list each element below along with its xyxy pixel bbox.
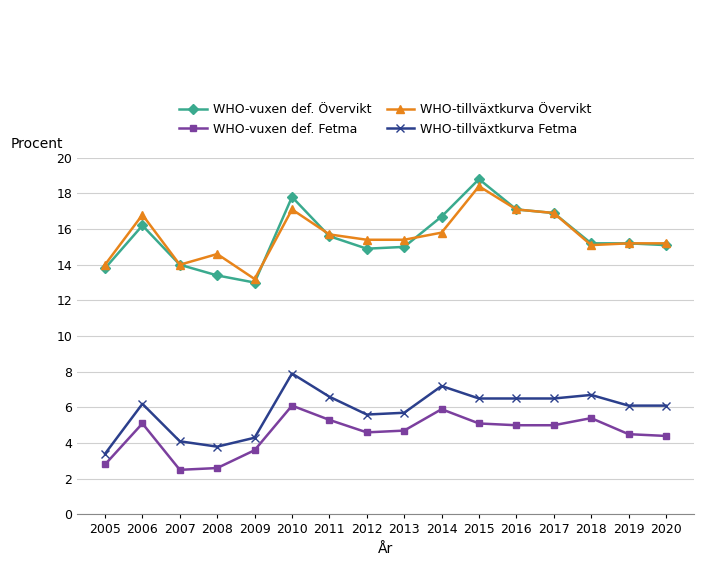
WHO-vuxen def. Övervikt	[101, 265, 109, 272]
WHO-vuxen def. Övervikt	[475, 176, 484, 183]
WHO-tillväxtkurva Övervikt	[661, 240, 670, 247]
WHO-vuxen def. Fetma	[437, 406, 446, 413]
Line: WHO-tillväxtkurva Övervikt: WHO-tillväxtkurva Övervikt	[101, 182, 670, 283]
WHO-tillväxtkurva Övervikt	[587, 242, 596, 248]
WHO-tillväxtkurva Fetma	[437, 383, 446, 389]
WHO-vuxen def. Fetma	[325, 416, 334, 423]
WHO-tillväxtkurva Övervikt	[325, 231, 334, 238]
WHO-tillväxtkurva Övervikt	[176, 262, 184, 268]
WHO-tillväxtkurva Fetma	[661, 402, 670, 409]
WHO-tillväxtkurva Fetma	[362, 411, 371, 418]
WHO-tillväxtkurva Fetma	[250, 435, 259, 441]
WHO-vuxen def. Övervikt	[176, 262, 184, 268]
WHO-vuxen def. Fetma	[213, 465, 221, 472]
WHO-vuxen def. Fetma	[250, 447, 259, 453]
WHO-vuxen def. Fetma	[549, 422, 558, 429]
WHO-vuxen def. Fetma	[625, 431, 633, 437]
WHO-vuxen def. Övervikt	[325, 233, 334, 240]
WHO-tillväxtkurva Övervikt	[288, 206, 296, 213]
Line: WHO-vuxen def. Fetma: WHO-vuxen def. Fetma	[101, 402, 669, 473]
WHO-vuxen def. Övervikt	[250, 279, 259, 286]
WHO-vuxen def. Fetma	[661, 432, 670, 439]
WHO-vuxen def. Övervikt	[661, 242, 670, 248]
Y-axis label: Procent: Procent	[11, 136, 63, 151]
WHO-tillväxtkurva Övervikt	[549, 210, 558, 216]
WHO-tillväxtkurva Övervikt	[362, 236, 371, 243]
WHO-vuxen def. Övervikt	[362, 246, 371, 252]
WHO-vuxen def. Övervikt	[512, 206, 520, 213]
WHO-vuxen def. Fetma	[362, 429, 371, 436]
WHO-tillväxtkurva Övervikt	[400, 236, 408, 243]
WHO-tillväxtkurva Fetma	[587, 392, 596, 399]
WHO-vuxen def. Övervikt	[549, 210, 558, 216]
WHO-vuxen def. Övervikt	[288, 194, 296, 200]
X-axis label: År: År	[378, 542, 393, 556]
WHO-vuxen def. Övervikt	[138, 222, 147, 229]
WHO-tillväxtkurva Övervikt	[512, 206, 520, 213]
Legend: WHO-vuxen def. Övervikt, WHO-vuxen def. Fetma, WHO-tillväxtkurva Övervikt, WHO-t: WHO-vuxen def. Övervikt, WHO-vuxen def. …	[179, 103, 592, 135]
WHO-tillväxtkurva Fetma	[176, 438, 184, 445]
WHO-tillväxtkurva Övervikt	[138, 211, 147, 218]
WHO-vuxen def. Fetma	[138, 420, 147, 427]
WHO-tillväxtkurva Övervikt	[101, 262, 109, 268]
WHO-vuxen def. Fetma	[288, 402, 296, 409]
WHO-tillväxtkurva Fetma	[288, 370, 296, 377]
WHO-tillväxtkurva Fetma	[549, 395, 558, 402]
WHO-tillväxtkurva Fetma	[138, 400, 147, 407]
WHO-vuxen def. Övervikt	[587, 240, 596, 247]
WHO-vuxen def. Övervikt	[213, 272, 221, 279]
WHO-tillväxtkurva Fetma	[213, 443, 221, 450]
Line: WHO-vuxen def. Övervikt: WHO-vuxen def. Övervikt	[101, 176, 669, 286]
WHO-tillväxtkurva Övervikt	[213, 251, 221, 258]
WHO-vuxen def. Övervikt	[625, 240, 633, 247]
WHO-vuxen def. Fetma	[400, 427, 408, 434]
WHO-vuxen def. Övervikt	[437, 213, 446, 220]
WHO-vuxen def. Fetma	[176, 467, 184, 473]
WHO-vuxen def. Fetma	[475, 420, 484, 427]
WHO-tillväxtkurva Fetma	[625, 402, 633, 409]
WHO-tillväxtkurva Fetma	[325, 393, 334, 400]
WHO-tillväxtkurva Övervikt	[625, 240, 633, 247]
WHO-tillväxtkurva Fetma	[400, 409, 408, 416]
WHO-tillväxtkurva Övervikt	[250, 276, 259, 283]
WHO-tillväxtkurva Fetma	[512, 395, 520, 402]
Line: WHO-tillväxtkurva Fetma: WHO-tillväxtkurva Fetma	[101, 369, 670, 458]
WHO-vuxen def. Fetma	[512, 422, 520, 429]
WHO-tillväxtkurva Övervikt	[475, 183, 484, 190]
WHO-tillväxtkurva Övervikt	[437, 229, 446, 236]
WHO-tillväxtkurva Fetma	[101, 451, 109, 457]
WHO-vuxen def. Fetma	[587, 415, 596, 421]
WHO-vuxen def. Fetma	[101, 461, 109, 468]
WHO-tillväxtkurva Fetma	[475, 395, 484, 402]
WHO-vuxen def. Övervikt	[400, 243, 408, 250]
